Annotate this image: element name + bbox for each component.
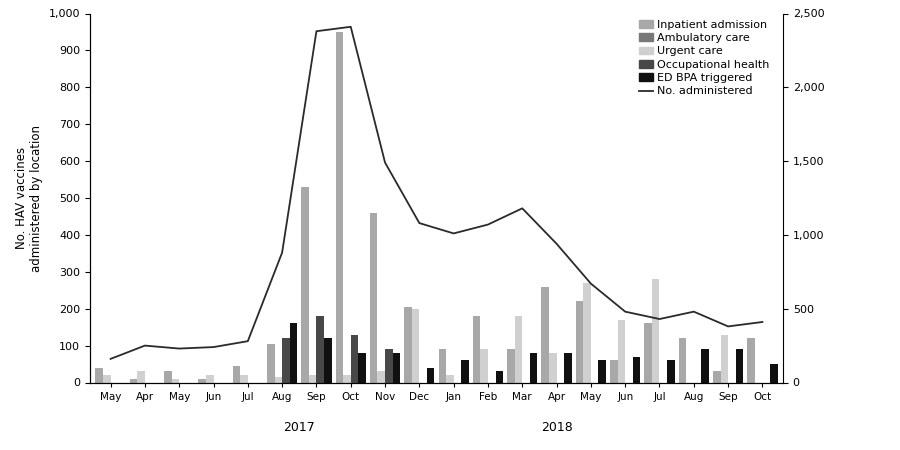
- Bar: [392, 353, 400, 382]
- Bar: [351, 334, 358, 382]
- Bar: [358, 353, 365, 382]
- Bar: [530, 353, 537, 382]
- Bar: [198, 379, 206, 382]
- Bar: [721, 334, 728, 382]
- Bar: [172, 379, 179, 382]
- Bar: [472, 316, 481, 382]
- Bar: [138, 371, 145, 382]
- Y-axis label: No. HAV vaccines
administered by location: No. HAV vaccines administered by locatio…: [15, 125, 43, 271]
- Bar: [427, 368, 435, 382]
- Bar: [496, 371, 503, 382]
- Bar: [343, 375, 351, 382]
- Bar: [404, 307, 412, 382]
- Bar: [267, 344, 274, 382]
- Bar: [617, 320, 626, 382]
- Bar: [576, 302, 583, 382]
- Legend: Inpatient admission, Ambulatory care, Urgent care, Occupational health, ED BPA t: Inpatient admission, Ambulatory care, Ur…: [634, 15, 774, 101]
- Bar: [508, 349, 515, 382]
- Bar: [515, 316, 522, 382]
- Bar: [481, 349, 488, 382]
- Bar: [164, 371, 172, 382]
- Text: 2017: 2017: [284, 421, 315, 434]
- Text: 2018: 2018: [541, 421, 572, 434]
- Bar: [461, 360, 469, 382]
- Bar: [713, 371, 721, 382]
- Bar: [302, 187, 309, 382]
- Bar: [317, 316, 324, 382]
- Bar: [290, 324, 297, 382]
- Bar: [274, 377, 282, 382]
- Bar: [240, 375, 248, 382]
- Bar: [95, 368, 103, 382]
- Bar: [735, 349, 743, 382]
- Bar: [370, 213, 377, 382]
- Bar: [633, 357, 640, 382]
- Bar: [598, 360, 606, 382]
- Bar: [309, 375, 317, 382]
- Bar: [282, 338, 290, 382]
- Bar: [233, 366, 240, 382]
- Bar: [679, 338, 687, 382]
- Bar: [564, 353, 572, 382]
- Bar: [206, 375, 213, 382]
- Bar: [324, 338, 331, 382]
- Bar: [747, 338, 755, 382]
- Bar: [438, 349, 446, 382]
- Bar: [542, 287, 549, 382]
- Bar: [336, 32, 343, 382]
- Bar: [652, 279, 660, 382]
- Bar: [667, 360, 675, 382]
- Bar: [610, 360, 617, 382]
- Bar: [130, 379, 138, 382]
- Bar: [103, 375, 111, 382]
- Bar: [770, 364, 778, 382]
- Bar: [385, 349, 392, 382]
- Bar: [549, 353, 556, 382]
- Bar: [412, 309, 419, 382]
- Bar: [644, 324, 652, 382]
- Bar: [377, 371, 385, 382]
- Bar: [446, 375, 454, 382]
- Bar: [583, 283, 591, 382]
- Bar: [701, 349, 709, 382]
